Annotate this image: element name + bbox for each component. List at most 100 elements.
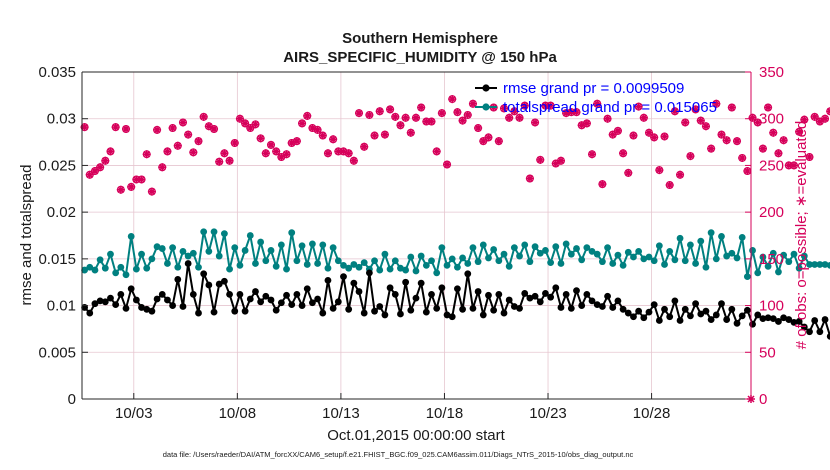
obs-evaluated-point <box>815 117 824 126</box>
rmse-point <box>619 305 627 313</box>
obs-evaluated-point <box>106 147 115 156</box>
obs-evaluated-point <box>334 147 343 156</box>
totalspread-point <box>769 249 777 257</box>
obs-evaluated-point <box>484 133 493 142</box>
grid-lines <box>82 72 751 399</box>
totalspread-point <box>479 241 487 249</box>
obs-evaluated-point <box>701 122 710 131</box>
obs-evaluated-point <box>500 104 509 113</box>
rmse-point <box>459 305 466 313</box>
obs-evaluated-point <box>318 131 327 140</box>
rmse-point <box>443 311 451 319</box>
rmse-point <box>428 290 435 298</box>
rmse-point <box>220 277 228 285</box>
totalspread-point <box>386 265 394 273</box>
rmse-point <box>598 303 606 310</box>
obs-evaluated-point <box>448 95 457 104</box>
rmse-point <box>795 318 803 325</box>
totalspread-point <box>112 269 120 277</box>
obs-evaluated-point <box>458 116 467 125</box>
obs-evaluated-point <box>303 111 312 120</box>
totalspread-point <box>542 247 549 254</box>
obs-evaluated-point <box>168 124 177 133</box>
rmse-point <box>712 311 720 319</box>
totalspread-point <box>138 250 145 258</box>
totalspread-point <box>795 264 803 272</box>
totalspread-point <box>132 265 140 273</box>
obs-evaluated-point <box>261 149 270 158</box>
obs-evaluated-point <box>577 121 586 130</box>
rmse-point <box>474 288 482 295</box>
totalspread-point <box>309 240 316 248</box>
obs-evaluated-point <box>199 112 208 121</box>
obs-evaluated-point <box>727 103 736 112</box>
obs-evaluated-point <box>85 170 94 179</box>
obs-evaluated-point <box>748 113 757 122</box>
obs-evaluated-point <box>251 120 260 129</box>
obs-evaluated-point <box>603 114 612 123</box>
totalspread-point <box>107 250 114 258</box>
totalspread-point <box>283 265 290 273</box>
rmse-point <box>661 305 668 313</box>
totalspread-point <box>749 247 756 254</box>
totalspread-point <box>267 247 275 254</box>
obs-evaluated-point <box>417 103 426 112</box>
totalspread-point <box>490 246 498 253</box>
rmse-point <box>345 305 353 313</box>
rmse-point <box>272 306 280 314</box>
obs-evaluated-point <box>769 128 778 137</box>
obs-evaluated-point <box>784 161 793 170</box>
totalspread-point <box>210 228 218 236</box>
y2-tick-label-3: 150 <box>759 251 784 268</box>
obs-evaluated-point <box>634 102 643 111</box>
obs-evaluated-point <box>624 168 633 177</box>
rmse-point <box>122 304 130 312</box>
totalspread-point <box>438 244 446 252</box>
rmse-point <box>86 309 94 317</box>
obs-evaluated-point <box>665 181 674 190</box>
totalspread-point <box>101 264 109 272</box>
obs-evaluated-point <box>686 152 695 161</box>
totalspread-point <box>826 262 830 269</box>
y2-tick-label-0: 0 <box>759 391 767 408</box>
obs-evaluated-point <box>282 150 291 159</box>
rmse-point <box>143 305 151 313</box>
rmse-point <box>407 306 415 314</box>
totalspread-series <box>81 228 830 281</box>
rmse-point <box>132 296 140 304</box>
rmse-point <box>397 310 404 318</box>
rmse-point <box>645 308 653 316</box>
rmse-point <box>806 328 813 336</box>
obs-evaluated-point <box>753 118 762 127</box>
rmse-point <box>101 298 109 306</box>
rmse-point <box>314 295 321 303</box>
obs-evaluated-point <box>220 149 229 158</box>
rmse-point <box>826 333 830 340</box>
totalspread-point <box>117 263 125 271</box>
obs-evaluated-point <box>111 123 120 132</box>
totalspread-point <box>666 247 674 255</box>
rmse-point <box>743 306 751 314</box>
obs-evaluated-point <box>707 144 716 153</box>
obs-evaluated-point <box>546 101 555 110</box>
totalspread-point <box>531 243 539 251</box>
totalspread-point <box>821 261 829 268</box>
obs-evaluated-point <box>80 123 89 132</box>
obs-evaluated-point <box>256 134 265 143</box>
totalspread-point <box>153 243 161 251</box>
rmse-point <box>728 305 736 313</box>
totalspread-point <box>510 244 518 252</box>
totalspread-point <box>645 253 653 261</box>
rmse-point <box>340 273 347 281</box>
obs-evaluated-point <box>147 187 156 196</box>
rmse-point <box>521 290 529 297</box>
rmse-point <box>754 311 762 319</box>
obs-evaluated-point <box>178 118 187 127</box>
totalspread-point <box>257 238 265 246</box>
obs-evaluated-point <box>122 124 131 133</box>
obs-evaluated-point <box>525 174 534 183</box>
rmse-point <box>324 276 332 284</box>
obs-evaluated-point <box>650 133 659 142</box>
totalspread-point <box>340 261 347 269</box>
rmse-point <box>681 305 689 313</box>
